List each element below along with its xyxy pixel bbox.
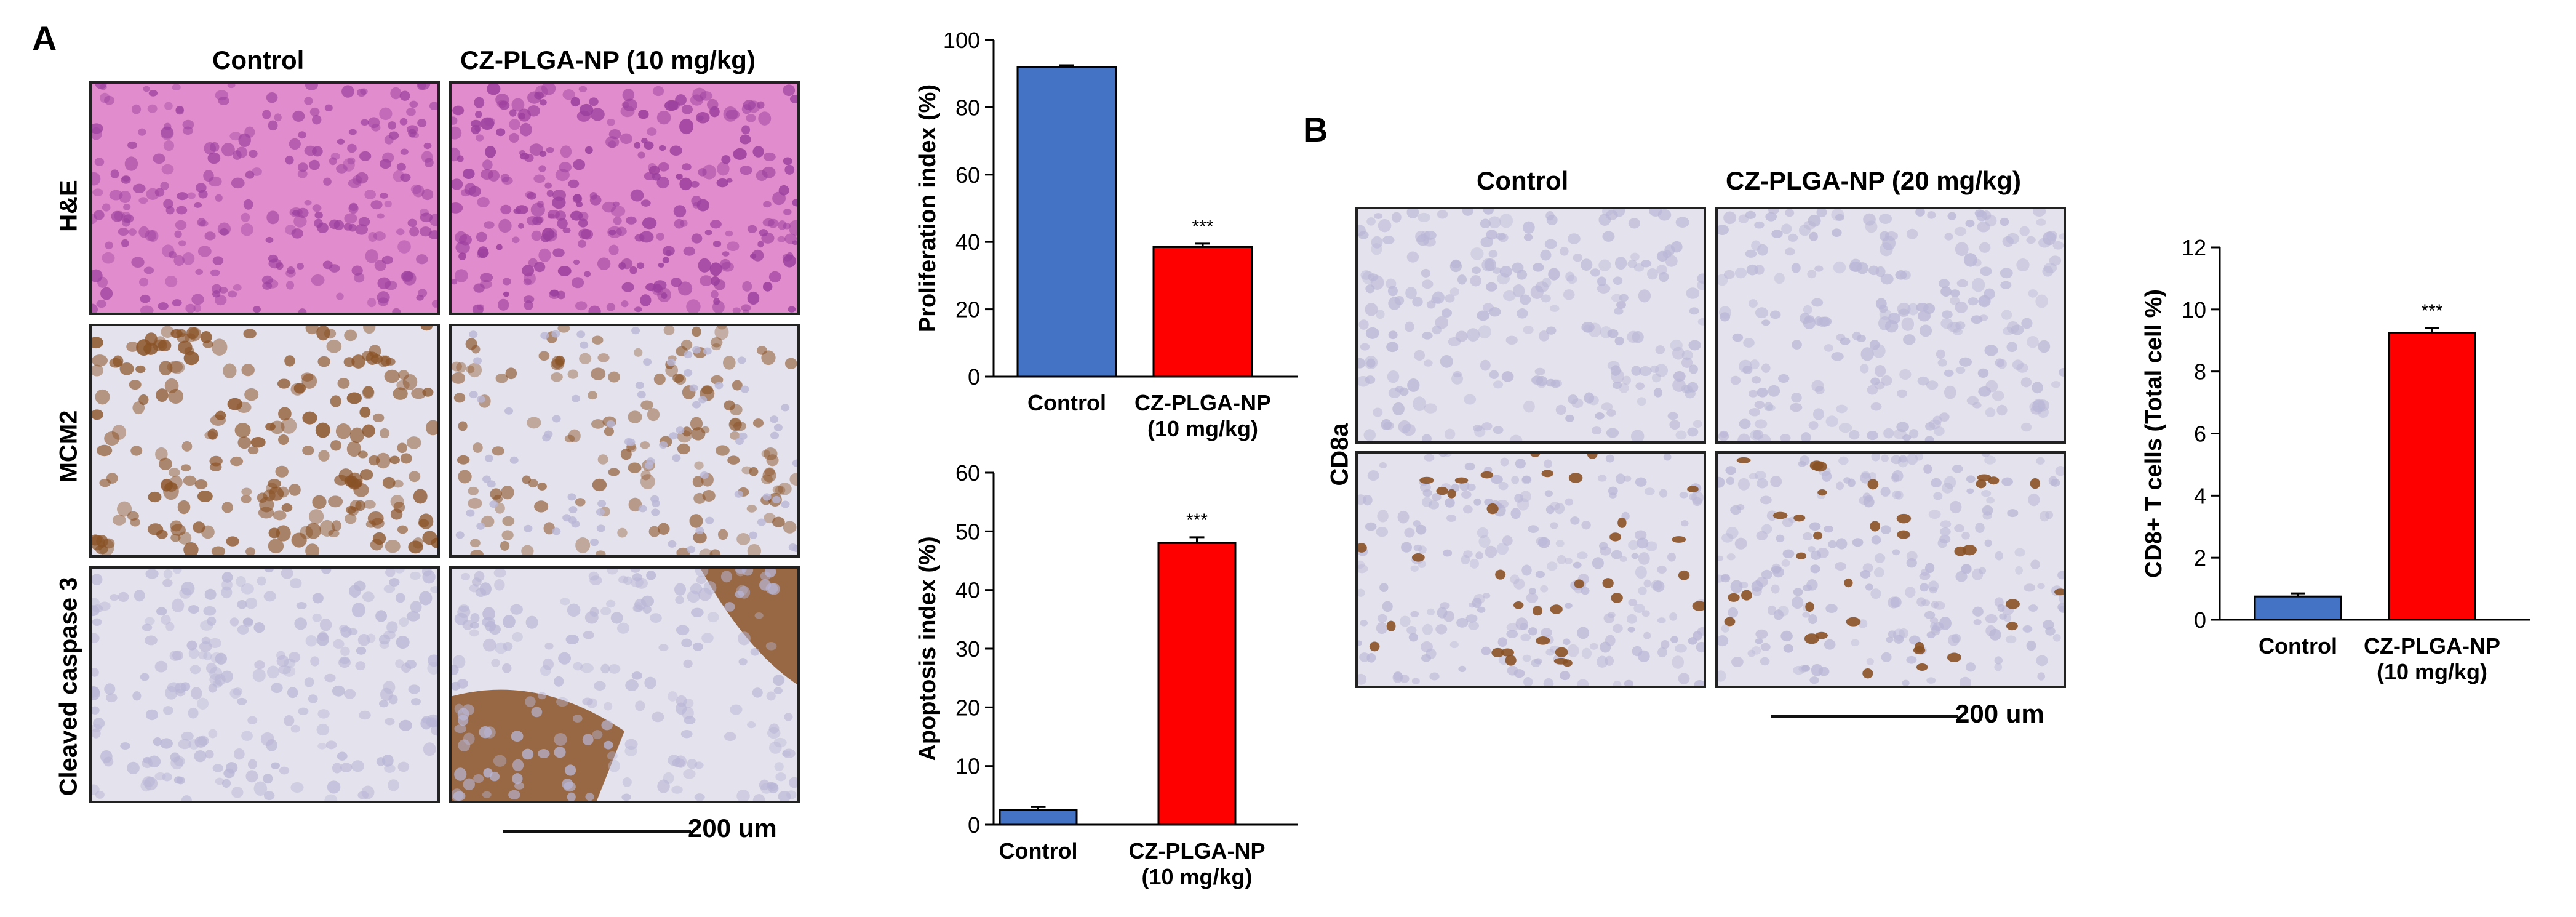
significance-label: *** [1186,510,1208,531]
y-tick-label: 0 [968,812,980,838]
category-label: (10 mg/kg) [1141,864,1252,889]
y-tick-label: 50 [955,519,980,544]
y-tick-label: 20 [955,297,980,322]
bar [2254,595,2342,621]
significance-label: *** [1192,217,1213,237]
micrograph-cd8a-control-top [1355,207,1706,444]
micrograph-caspase-treatment [449,566,800,803]
y-tick-label: 12 [2182,235,2206,260]
significance-label: *** [2421,301,2442,321]
bar [2388,332,2476,621]
micrograph-caspase-control [89,566,440,803]
category-label: Control [1027,390,1106,415]
micrograph-cd8a-treatment-bottom [1715,451,2066,688]
panel-b-scale-bar [1771,715,1958,718]
y-tick-label: 20 [955,695,980,720]
y-tick-label: 60 [955,162,980,188]
category-label: CZ-PLGA-NP [1129,838,1266,863]
y-axis-label: Apoptosis index (%) [915,536,941,761]
panel-b-scale-label: 200 um [1955,699,2044,728]
micrograph-cd8a-treatment-top [1715,207,2066,444]
category-label: CZ-PLGA-NP [1134,390,1271,415]
y-tick-label: 80 [955,95,980,120]
category-label: (10 mg/kg) [2377,659,2487,684]
category-label: Control [2259,633,2337,659]
y-tick-label: 10 [955,754,980,779]
y-tick-label: 6 [2194,422,2206,447]
y-axis-label: CD8+ T cells (Total cell %) [2141,289,2167,578]
bar [1152,246,1253,378]
y-tick-label: 10 [2182,297,2206,322]
micrograph-he-control [89,81,440,315]
micrograph-mcm2-control [89,324,440,558]
y-tick-label: 2 [2194,545,2206,571]
y-tick-label: 0 [968,364,980,390]
y-tick-label: 100 [943,28,980,53]
panel-a-col-treatment: CZ-PLGA-NP (10 mg/kg) [460,46,756,74]
y-tick-label: 30 [955,636,980,662]
panel-a-col-control: Control [212,46,305,74]
micrograph-mcm2-treatment [449,324,800,558]
y-tick-label: 8 [2194,359,2206,385]
panel-b-col-treatment: CZ-PLGA-NP (20 mg/kg) [1726,166,2021,195]
y-tick-label: 40 [955,230,980,255]
category-label: Control [999,838,1078,863]
panel-a-letter: A [32,19,57,58]
category-label: (10 mg/kg) [1147,416,1258,441]
y-tick-label: 0 [2194,607,2206,633]
y-tick-label: 60 [955,460,980,486]
panel-b-letter: B [1303,110,1328,149]
y-tick-label: 4 [2194,483,2206,508]
panel-a-scale-label: 200 um [688,814,777,843]
y-axis-label: Proliferation index (%) [915,84,941,332]
category-label: CZ-PLGA-NP [2364,633,2500,659]
bar [1157,542,1237,826]
bar [1016,66,1117,378]
y-tick-label: 40 [955,578,980,603]
micrograph-cd8a-control-bottom [1355,451,1706,688]
panel-a-scale-bar [503,830,691,833]
panel-b-col-control: Control [1477,166,1569,195]
micrograph-he-treatment [449,81,800,315]
